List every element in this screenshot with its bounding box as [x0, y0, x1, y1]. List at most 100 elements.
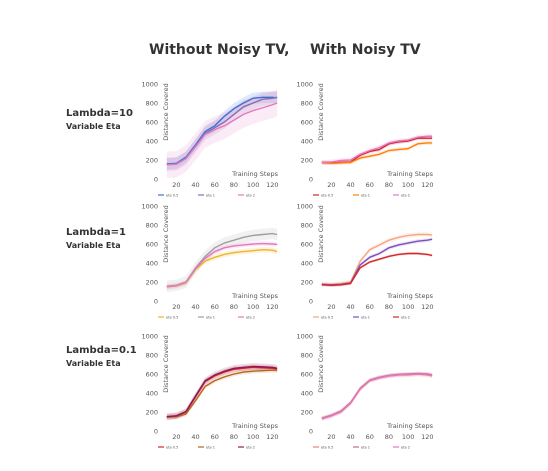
- x-tick-label: 60: [211, 181, 219, 189]
- y-tick-label: 800: [146, 222, 158, 230]
- series-line-2: [166, 242, 278, 288]
- x-tick-label: 120: [266, 303, 278, 311]
- series-band-2: [166, 363, 278, 421]
- legend-label: eta 2: [401, 194, 410, 198]
- series-line-0: [321, 233, 433, 286]
- header-with-noisy-tv: With Noisy TV: [310, 42, 421, 58]
- x-tick-label: 40: [191, 303, 199, 311]
- y-tick-label: 800: [301, 100, 313, 108]
- y-tick-label: 200: [146, 279, 158, 287]
- x-tick-label: 120: [421, 433, 433, 441]
- y-tick-label: 400: [301, 390, 313, 398]
- y-tick-label: 400: [146, 138, 158, 146]
- series-line-2: [321, 252, 433, 287]
- x-tick-label: 60: [211, 303, 219, 311]
- series-band-1: [321, 237, 433, 287]
- x-tick-label: 40: [191, 181, 199, 189]
- y-tick-label: 400: [146, 390, 158, 398]
- y-tick-label: 1000: [141, 333, 158, 341]
- series-band-2: [321, 252, 433, 287]
- y-tick-label: 1000: [141, 203, 158, 211]
- y-tick-label: 0: [154, 176, 158, 184]
- series-band-2: [166, 89, 278, 179]
- x-tick-label: 80: [385, 181, 393, 189]
- x-tick-label: 80: [230, 181, 238, 189]
- x-tick-label: 100: [402, 433, 414, 441]
- x-tick-label: 120: [266, 181, 278, 189]
- series-line-2: [321, 135, 433, 164]
- series-band-1: [166, 90, 278, 171]
- x-tick-label: 40: [346, 181, 354, 189]
- x-tick-label: 100: [247, 303, 259, 311]
- series-line-2: [166, 365, 278, 418]
- y-tick-label: 600: [146, 371, 158, 379]
- y-tick-label: 0: [309, 428, 313, 436]
- legend-label: eta 2: [246, 446, 255, 450]
- y-tick-label: 400: [301, 260, 313, 268]
- x-tick-label: 120: [421, 181, 433, 189]
- series-line-2: [321, 373, 433, 420]
- legend-label: eta 1: [206, 194, 215, 198]
- x-axis-label: Training Steps: [386, 292, 434, 300]
- y-axis-label: Distance Covered: [317, 335, 325, 393]
- x-tick-label: 20: [172, 433, 180, 441]
- legend-label: eta 0.5: [321, 316, 333, 320]
- row-label-subtitle: Variable Eta: [66, 122, 121, 131]
- y-tick-label: 400: [301, 138, 313, 146]
- y-tick-label: 1000: [296, 81, 313, 89]
- chart-lambda1-without-noisy-tv: 0 200 400 600 800 1000 20 40 60 80 100 120 Distance …: [141, 203, 278, 320]
- y-tick-label: 200: [146, 409, 158, 417]
- x-tick-label: 20: [327, 303, 335, 311]
- x-tick-label: 100: [247, 181, 259, 189]
- row-label-title: Lambda=0.1: [66, 345, 137, 356]
- x-axis-label: Training Steps: [231, 422, 279, 430]
- x-tick-label: 80: [385, 433, 393, 441]
- y-tick-label: 200: [301, 279, 313, 287]
- series-band-0: [321, 371, 433, 422]
- row-label-lambda-10: Lambda=10 Variable Eta: [66, 108, 133, 131]
- series-line-1: [166, 369, 278, 418]
- chart-lambda0.1-without-noisy-tv: 0 200 400 600 800 1000 20 40 60 80 100 120 Distance …: [141, 333, 279, 450]
- x-tick-label: 80: [385, 303, 393, 311]
- y-tick-label: 800: [146, 100, 158, 108]
- series-line-1: [321, 142, 433, 165]
- y-tick-label: 1000: [296, 203, 313, 211]
- y-tick-label: 600: [146, 241, 158, 249]
- y-tick-label: 0: [154, 298, 158, 306]
- x-tick-label: 60: [366, 433, 374, 441]
- legend-label: eta 0.5: [321, 446, 333, 450]
- x-tick-label: 80: [230, 433, 238, 441]
- x-tick-label: 20: [172, 181, 180, 189]
- y-tick-label: 600: [301, 119, 313, 127]
- y-axis-label: Distance Covered: [162, 205, 170, 263]
- chart-lambda10-with-noisy-tv: 0 200 400 600 800 1000 20 40 60 80 100 120 Distance …: [296, 81, 433, 198]
- x-axis-label: Training Steps: [231, 170, 279, 178]
- series-band-0: [166, 91, 278, 170]
- y-tick-label: 600: [146, 119, 158, 127]
- legend-label: eta 1: [206, 446, 215, 450]
- x-tick-label: 40: [191, 433, 199, 441]
- legend-label: eta 2: [246, 316, 255, 320]
- legend-label: eta 0.5: [166, 194, 178, 198]
- row-label-subtitle: Variable Eta: [66, 241, 121, 250]
- chart-lambda0.1-with-noisy-tv: 0 200 400 600 800 1000 20 40 60 80 100 120 Distance …: [296, 333, 433, 450]
- y-tick-label: 600: [301, 371, 313, 379]
- row-label-lambda-0-1: Lambda=0.1 Variable Eta: [66, 345, 137, 368]
- legend-label: eta 1: [361, 446, 370, 450]
- y-tick-label: 600: [301, 241, 313, 249]
- legend-label: eta 1: [361, 194, 370, 198]
- series-line-2: [166, 102, 278, 166]
- y-tick-label: 200: [146, 157, 158, 165]
- x-tick-label: 20: [327, 181, 335, 189]
- legend-label: eta 2: [401, 446, 410, 450]
- x-tick-label: 100: [402, 303, 414, 311]
- x-tick-label: 60: [366, 181, 374, 189]
- row-label-title: Lambda=1: [66, 227, 126, 238]
- legend-label: eta 0.5: [166, 446, 178, 450]
- y-axis-label: Distance Covered: [162, 83, 170, 141]
- x-tick-label: 20: [172, 303, 180, 311]
- y-tick-label: 0: [309, 176, 313, 184]
- y-tick-label: 1000: [296, 333, 313, 341]
- y-tick-label: 400: [146, 260, 158, 268]
- legend-label: eta 2: [401, 316, 410, 320]
